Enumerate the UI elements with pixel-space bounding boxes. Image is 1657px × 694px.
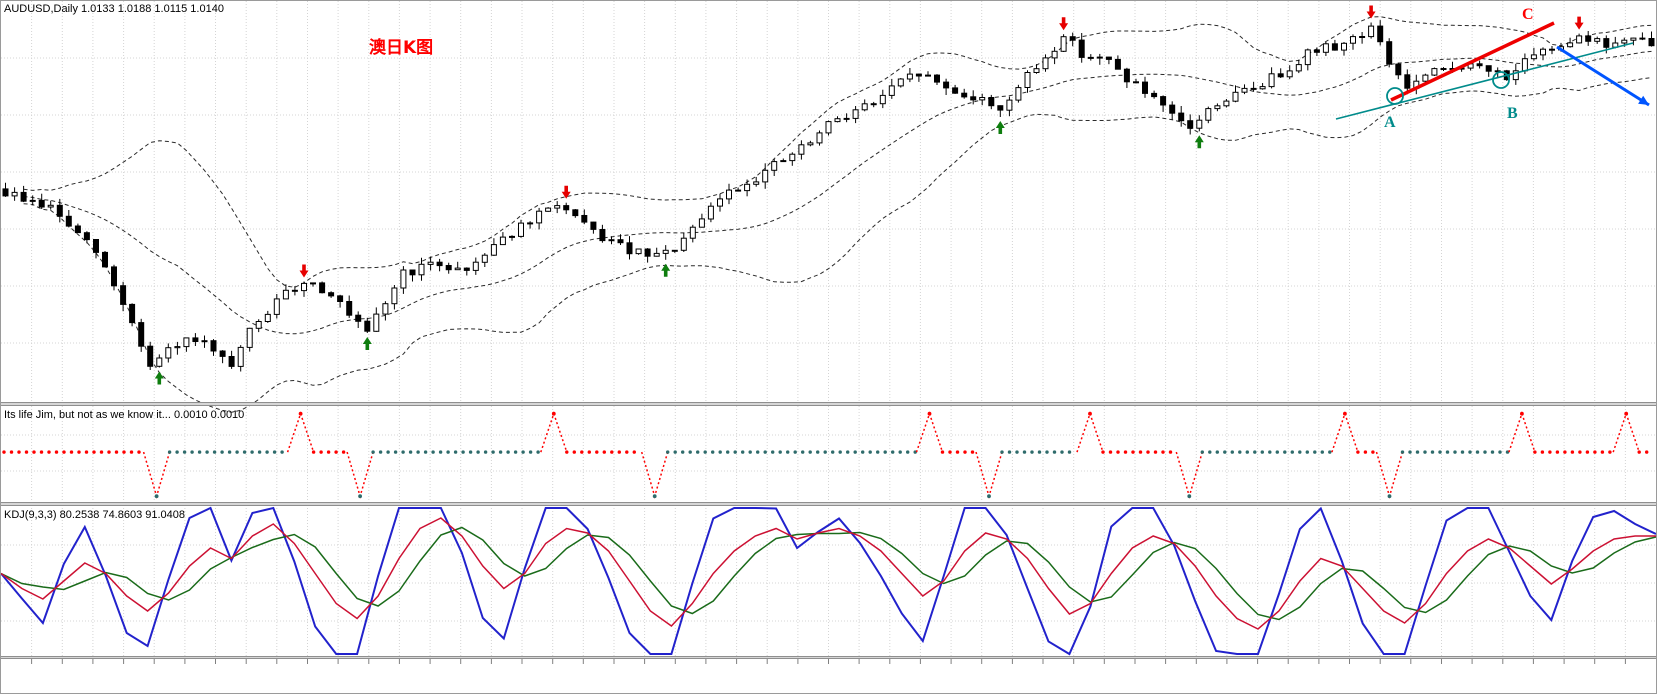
signal-arrows [154,5,1584,385]
buy-arrow-icon [1194,135,1204,149]
kdj-indicator-title: KDJ(9,3,3) 80.2538 74.8603 91.0408 [4,509,185,521]
sell-arrow-icon [561,185,571,199]
impulse-trendline[interactable] [1390,21,1555,102]
buy-arrow-icon [154,371,164,385]
point-a-circle[interactable] [1386,87,1404,105]
label-a[interactable]: A [1384,114,1396,131]
signal-indicator-title: Its life Jim, but not as we know it... 0… [4,409,244,421]
symbol-ohlc-title: AUDUSD,Daily 1.0133 1.0188 1.0115 1.0140 [4,3,224,15]
time-axis[interactable] [31,659,1626,664]
lower-band [23,77,1652,413]
sell-arrow-icon [1059,17,1069,31]
bollinger-bands [23,16,1652,413]
kdj-j-line [1,506,1656,656]
buy-arrow-icon [362,337,372,350]
panel-separators[interactable] [1,402,1656,659]
sell-arrow-icon [299,264,309,278]
sell-arrow-icon [1574,16,1584,30]
buy-arrow-icon [661,263,671,277]
support-trendline[interactable] [1335,42,1634,120]
upper-band [23,16,1652,288]
label-b[interactable]: B [1507,105,1518,122]
point-b-circle[interactable] [1492,71,1510,89]
projection-arrowhead-icon [1638,95,1649,105]
candlestick-series [2,20,1655,372]
kdj-k-line [1,517,1656,630]
kdj-indicator-panel[interactable] [1,506,1656,656]
chart-annotations[interactable]: A B C 澳日K图 [369,6,1650,131]
projection-arrow[interactable] [1556,45,1650,107]
kdj-d-line [1,526,1656,621]
label-c[interactable]: C [1522,6,1534,23]
grid [1,1,1656,656]
signal-indicator-panel[interactable] [2,411,1649,499]
buy-arrow-icon [995,121,1005,134]
sell-arrow-icon [1366,5,1376,19]
chinese-annotation: 澳日K图 [369,37,433,58]
middle-band [23,50,1652,335]
